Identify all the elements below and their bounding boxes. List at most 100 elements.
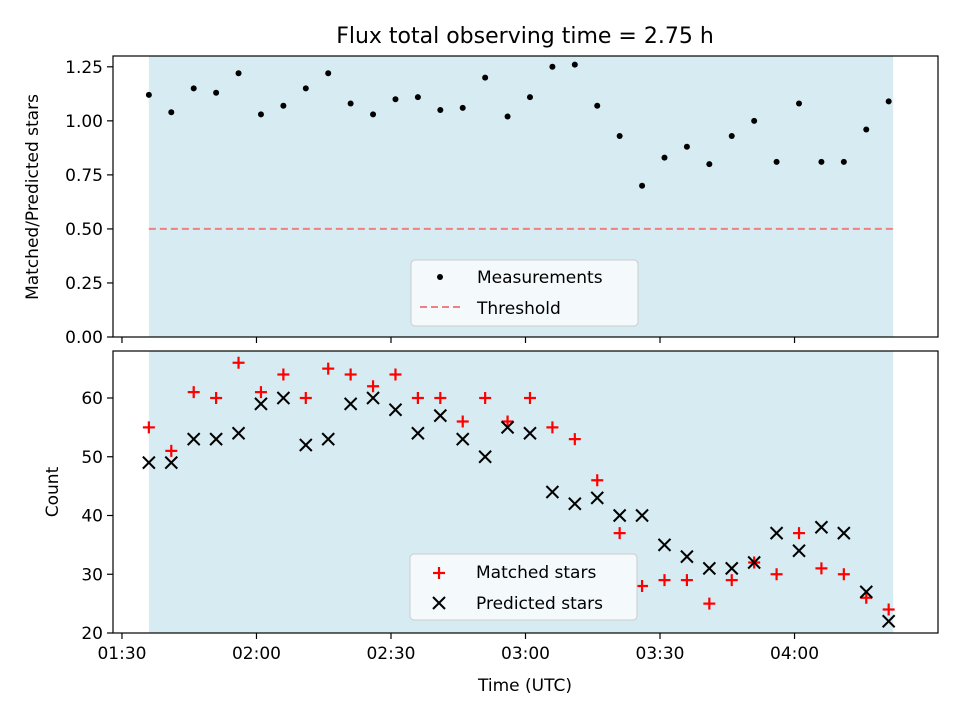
predicted-star-stroke-b: [366, 391, 380, 405]
legend-threshold-label: Threshold: [476, 299, 561, 319]
matched-star-point: [860, 591, 873, 604]
measurement-point: [818, 158, 825, 165]
legend-measurements-marker: [437, 274, 443, 280]
predicted-star-point: [747, 555, 761, 570]
predicted-star-point: [837, 526, 851, 540]
bottom-ytick-label: 60: [81, 389, 103, 409]
measurement-point: [190, 85, 197, 92]
predicted-star-stroke-b: [478, 450, 492, 464]
predicted-star-point: [814, 520, 829, 534]
predicted-star-point: [254, 397, 268, 411]
bottom-xtick-label: 03:00: [501, 644, 550, 664]
measurement-point: [526, 94, 533, 101]
predicted-star-stroke-b: [456, 432, 470, 446]
measurement-point: [639, 182, 646, 189]
measurement-point: [773, 158, 780, 165]
predicted-star-point: [769, 526, 784, 540]
matched-star-point: [658, 574, 671, 587]
measurement-point: [661, 154, 668, 161]
measurement-point: [885, 98, 892, 105]
matched-star-point: [591, 474, 604, 487]
top-ylabel: Matched/Predicted stars: [23, 94, 43, 300]
bottom-ylabel: Count: [43, 466, 63, 517]
matched-star-point: [613, 527, 626, 540]
measurement-point: [616, 132, 623, 139]
bottom-ytick-label: 50: [81, 448, 103, 468]
matched-star-point: [479, 392, 492, 404]
predicted-star-point: [500, 420, 515, 435]
measurement-point: [257, 111, 264, 118]
matched-star-point: [636, 580, 649, 592]
measurement-point: [683, 143, 690, 150]
predicted-star-stroke-b: [411, 426, 425, 440]
predicted-star-stroke-b: [299, 438, 313, 452]
figure-title: Flux total observing time = 2.75 h: [336, 24, 714, 49]
predicted-star-stroke-b: [612, 508, 627, 523]
predicted-star-point: [276, 391, 291, 405]
predicted-star-point: [231, 426, 246, 440]
measurement-point: [549, 63, 556, 70]
predicted-star-point: [590, 491, 604, 505]
predicted-star-point: [635, 508, 649, 523]
predicted-star-point: [142, 455, 156, 470]
predicted-star-stroke-b: [680, 549, 694, 564]
predicted-star-stroke-b: [747, 555, 761, 570]
top-ytick-label: 0.75: [65, 166, 103, 186]
predicted-star-point: [186, 432, 201, 446]
matched-star-point: [254, 386, 267, 399]
legend-measurements-label: Measurements: [477, 268, 603, 288]
matched-star-point: [456, 415, 469, 428]
predicted-star-point: [366, 391, 380, 405]
predicted-star-stroke-b: [568, 497, 582, 511]
star-count-points: [142, 356, 896, 628]
bottom-ytick-label: 40: [81, 507, 103, 527]
measurement-point: [370, 111, 377, 118]
predicted-star-stroke-b: [254, 397, 268, 411]
measurement-point: [302, 85, 309, 92]
predicted-star-stroke-b: [343, 397, 358, 411]
bottom-xlabel: Time (UTC): [477, 676, 572, 696]
measurement-point: [751, 117, 758, 124]
top-axes-frame: [112, 55, 939, 338]
predicted-star-stroke-b: [231, 426, 246, 440]
measurement-point: [325, 70, 332, 77]
bottom-panel: 20 30 40 50 60 01:30 02:00 02:30 03:00 03:30 04:00…: [43, 350, 939, 696]
measurement-point: [504, 113, 511, 120]
predicted-star-stroke-b: [702, 561, 717, 576]
legend-matched-marker: [433, 567, 445, 579]
predicted-star-point: [343, 397, 358, 411]
matched-star-point: [187, 386, 200, 399]
measurement-point: [347, 100, 354, 107]
measurement-point: [728, 132, 735, 139]
predicted-star-point: [612, 508, 627, 523]
matched-star-point: [770, 568, 783, 581]
matched-star-point: [165, 444, 178, 457]
measurement-point: [168, 109, 175, 116]
measurement-point: [863, 126, 870, 133]
predicted-star-stroke-b: [209, 432, 223, 446]
bottom-xtick-label: 03:30: [636, 644, 685, 664]
predicted-star-point: [411, 426, 425, 440]
predicted-star-stroke-b: [814, 520, 829, 534]
matched-star-point: [793, 527, 806, 540]
predicted-star-point: [657, 538, 672, 552]
predicted-star-point: [881, 614, 896, 628]
top-ytick-label: 0.00: [65, 328, 103, 348]
bottom-xtick-label: 01:30: [97, 644, 146, 664]
matched-star-point: [389, 368, 402, 381]
measurement-point: [437, 107, 444, 114]
matched-star-point: [680, 574, 693, 587]
predicted-star-point: [680, 549, 694, 564]
matched-star-point: [546, 421, 559, 434]
bottom-ytick-label: 20: [81, 624, 103, 644]
predicted-star-point: [456, 432, 470, 446]
bottom-ytick-label: 30: [81, 565, 103, 585]
predicted-star-stroke-b: [276, 391, 291, 405]
bottom-axis-ticks: 20 30 40 50 60 01:30 02:00 02:30 03:00 03:30 04:00: [81, 389, 819, 664]
predicted-star-stroke-b: [635, 508, 649, 523]
legend-matched-label: Matched stars: [476, 563, 596, 583]
matched-star-point: [434, 392, 447, 404]
predicted-star-point: [792, 544, 806, 558]
matched-star-point: [367, 380, 380, 393]
